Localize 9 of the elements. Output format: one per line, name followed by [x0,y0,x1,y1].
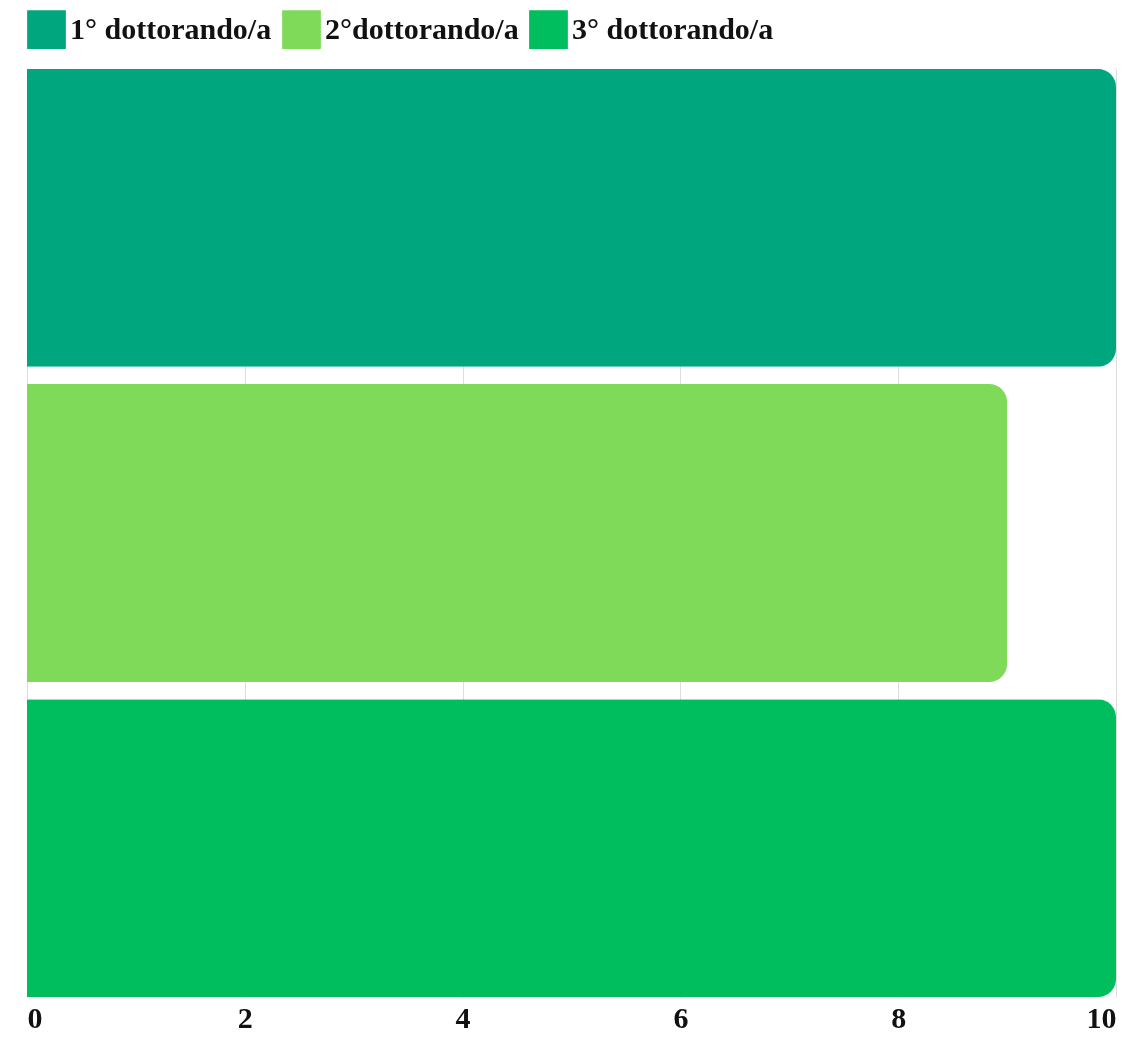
x-tick-label: 4 [455,1000,471,1034]
x-tick-label: 0 [27,1000,43,1034]
legend-label: 3° dottorando/a [572,11,774,45]
legend-label: 1° dottorando/a [70,11,272,45]
x-tick-label: 8 [891,1000,907,1034]
x-tick-label: 2 [237,1000,253,1034]
legend-label: 2°dottorando/a [325,11,519,45]
x-tick-label: 6 [673,1000,689,1034]
x-tick-label: 10 [1086,1000,1117,1034]
